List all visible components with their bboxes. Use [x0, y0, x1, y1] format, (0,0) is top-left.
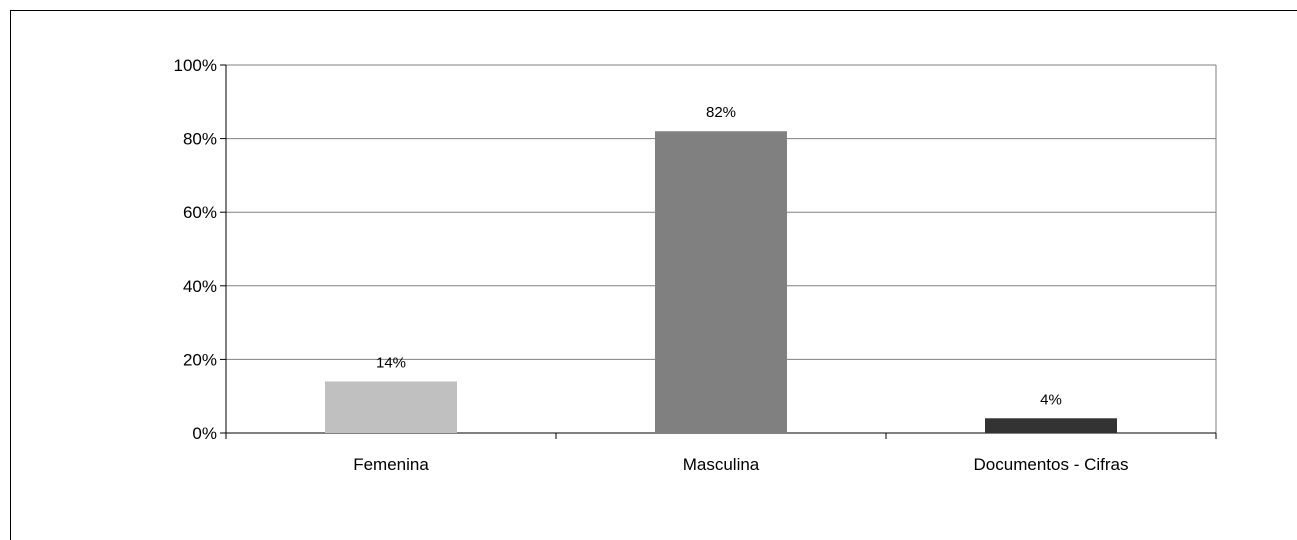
bar-documentos-cifras: [985, 418, 1117, 433]
x-tick-label: Femenina: [353, 455, 429, 474]
data-label: 14%: [376, 354, 406, 371]
bar-masculina: [655, 131, 787, 434]
x-tick-label: Masculina: [683, 455, 760, 474]
data-label: 4%: [1040, 391, 1062, 408]
chart-frame: [10, 10, 1297, 540]
y-tick-label: 40%: [183, 277, 217, 296]
y-tick-label: 0%: [192, 424, 217, 443]
y-tick-label: 60%: [183, 203, 217, 222]
x-tick-label: Documentos - Cifras: [974, 455, 1129, 474]
data-label: 82%: [706, 104, 736, 121]
bar-femenina: [325, 381, 457, 433]
y-tick-label: 20%: [183, 350, 217, 369]
y-tick-label: 100%: [174, 56, 217, 75]
y-tick-label: 80%: [183, 130, 217, 149]
